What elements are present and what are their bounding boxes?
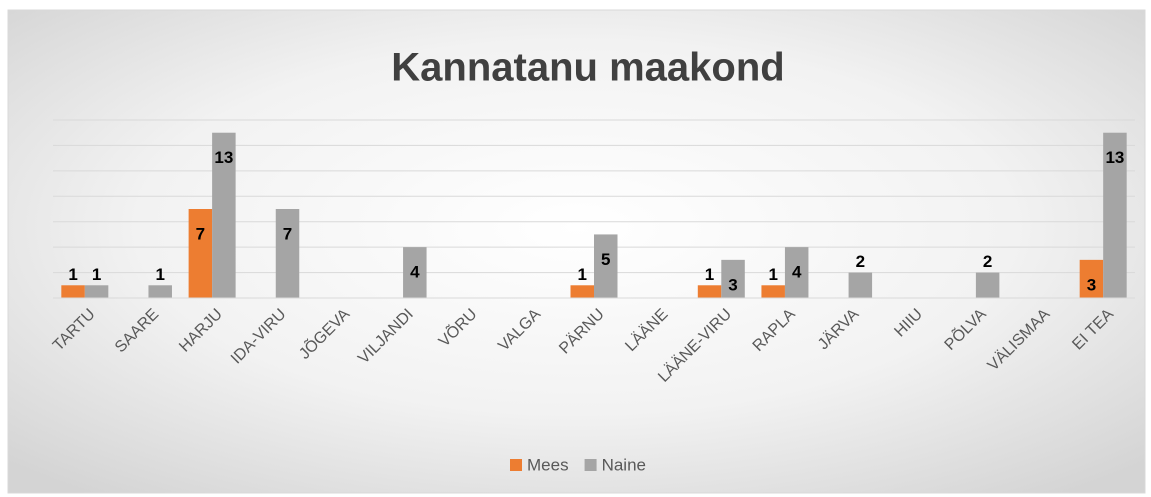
bar — [212, 132, 236, 298]
bar — [1079, 259, 1104, 298]
data-label: 4 — [792, 263, 802, 282]
data-label: 1 — [705, 265, 714, 284]
bar — [697, 285, 722, 298]
bar — [275, 209, 300, 298]
bar — [403, 247, 427, 298]
data-label: 13 — [214, 148, 233, 167]
bar — [570, 285, 594, 298]
legend-swatch — [510, 459, 522, 471]
data-label: 1 — [578, 265, 587, 284]
data-label: 1 — [155, 265, 164, 284]
bar — [61, 285, 85, 298]
bar — [1103, 132, 1127, 298]
data-label: 7 — [196, 224, 205, 243]
data-label: 4 — [410, 263, 420, 282]
data-label: 2 — [856, 252, 865, 271]
bar — [721, 259, 745, 298]
data-label: 1 — [68, 265, 77, 284]
data-label: 2 — [983, 252, 992, 271]
data-label: 1 — [768, 265, 777, 284]
data-label: 3 — [1087, 275, 1096, 294]
legend-label: Naine — [602, 455, 646, 474]
data-label: 13 — [1105, 148, 1124, 167]
bar — [188, 209, 213, 298]
bar — [975, 272, 1000, 298]
bar — [848, 272, 873, 298]
data-label: 7 — [283, 224, 292, 243]
data-label: 1 — [92, 265, 101, 284]
legend-swatch — [584, 459, 597, 471]
bar — [148, 285, 172, 298]
bar — [761, 285, 785, 298]
bar — [594, 234, 618, 298]
legend-label: Mees — [527, 455, 569, 474]
bar — [84, 285, 109, 298]
data-label: 5 — [601, 250, 610, 269]
chart-title: Kannatanu maakond — [391, 46, 784, 90]
bar — [784, 247, 809, 298]
data-label: 3 — [728, 275, 737, 294]
